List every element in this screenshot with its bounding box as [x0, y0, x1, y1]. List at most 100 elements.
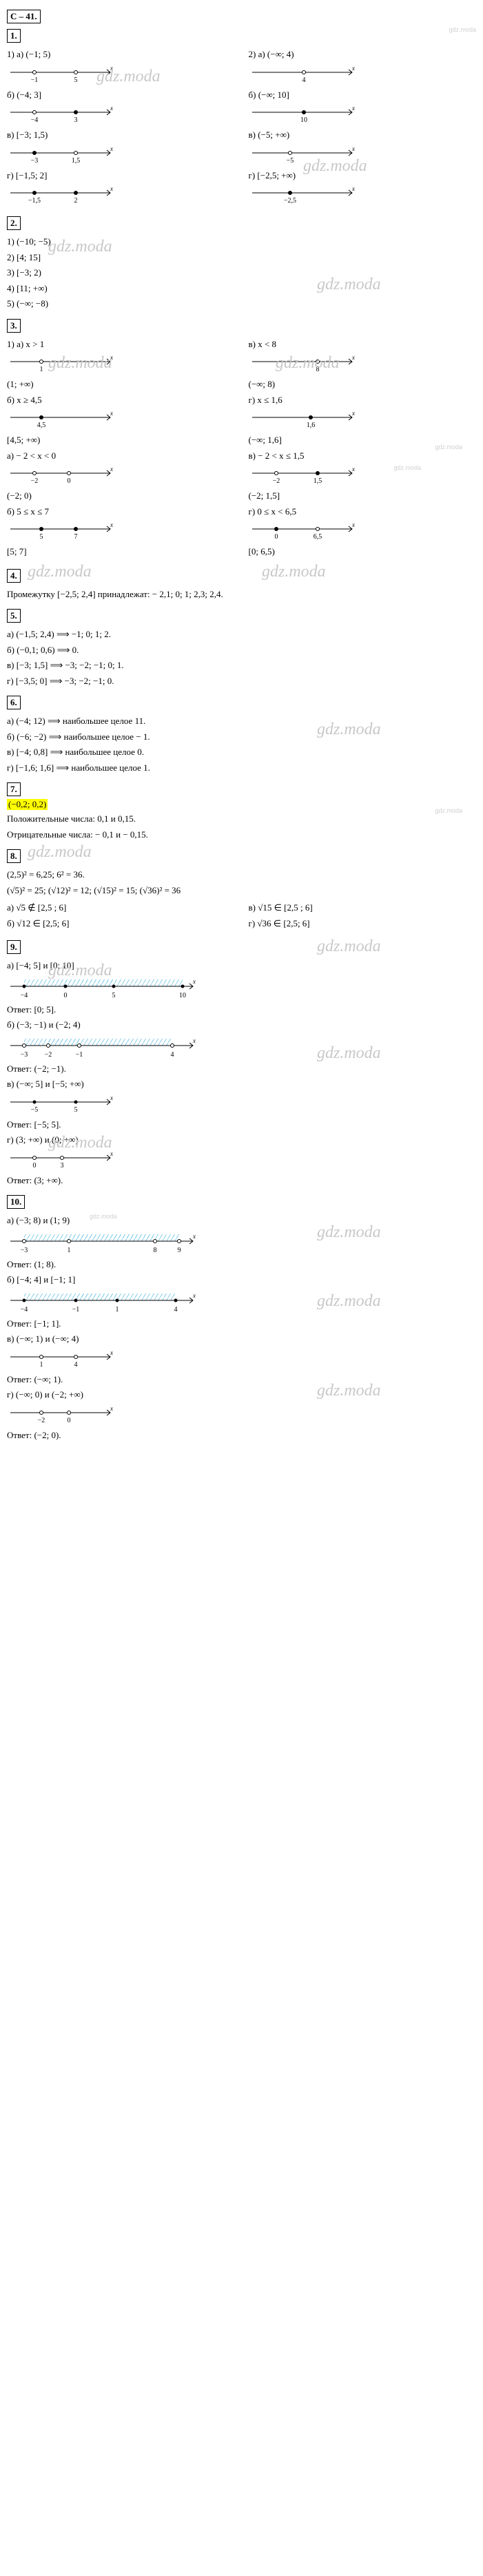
svg-text:−1: −1 — [76, 1051, 83, 1059]
p7-neg: Отрицательные числа: − 0,1 и − 0,15. — [7, 828, 483, 842]
p1-1d-label: г) [−1,5; 2] — [7, 169, 249, 183]
p6-b: б) (−6; −2) ⟹ наибольшее целое − 1. — [7, 730, 483, 744]
svg-text:4: 4 — [302, 76, 305, 84]
problem-4: 4. gdz.moda gdz.moda Промежутку [−2,5; 2… — [7, 566, 483, 601]
p3-2b-line: 1,6 x — [249, 411, 483, 431]
p3-1c-label: а) − 2 < x < 0 — [7, 449, 249, 463]
p10-a-answer: Ответ: (1; 8). — [7, 1258, 483, 1271]
p9-c-answer: Ответ: [−5; 5]. — [7, 1118, 483, 1132]
p9-c-label: в) (−∞; 5] и [−5; +∞) — [7, 1077, 483, 1091]
p1-1a-line: −15x — [7, 65, 249, 86]
svg-text:5: 5 — [112, 992, 116, 999]
p1-2c-line: −5x — [249, 146, 483, 167]
svg-text:x: x — [110, 1095, 113, 1101]
p5-c: в) [−3; 1,5] ⟹ −3; −2; −1; 0; 1. — [7, 658, 483, 672]
svg-text:1,5: 1,5 — [72, 157, 81, 165]
svg-text:4,5: 4,5 — [37, 422, 46, 429]
svg-text:8: 8 — [154, 1247, 157, 1254]
svg-text:x: x — [351, 146, 355, 152]
problem-7: 7. (−0,2; 0,2) Положительные числа: 0,1 … — [7, 780, 483, 841]
p1-1d-line: −1,52x — [7, 186, 249, 207]
svg-text:x: x — [110, 411, 113, 417]
p9-a-line: −40510x — [7, 977, 483, 1001]
p8-b: б) √12 ∈ [2,5; 6] — [7, 917, 249, 931]
svg-text:x: x — [351, 65, 355, 72]
p6-a: а) (−4; 12) ⟹ наибольшее целое 11. — [7, 714, 483, 728]
watermark: gdz.moda — [262, 563, 326, 581]
p3-num: 3. — [7, 319, 21, 333]
p1-2c-label: в) (−5; +∞) — [249, 128, 483, 142]
p3-2c-label: в) − 2 < x ≤ 1,5 — [249, 449, 483, 463]
p1-2d-line: −2,5x — [249, 186, 483, 207]
p2-num: 2. — [7, 216, 21, 230]
svg-text:−2: −2 — [272, 477, 280, 485]
p1-1c-line: −31,5x — [7, 146, 249, 167]
problem-2: 2. 1) (−10; −5) 2) [4; 15] gdz.moda 3) [… — [7, 214, 483, 311]
svg-text:1: 1 — [40, 366, 43, 373]
p3-1a-int: (1; +∞) — [7, 377, 249, 391]
svg-text:1: 1 — [40, 1361, 43, 1369]
svg-text:−2,5: −2,5 — [283, 197, 296, 205]
p3-1c-line: −20x — [7, 466, 249, 487]
p3-1d-int: [5; 7] — [7, 545, 249, 559]
p1-2b-label: б) (−∞; 10] — [249, 88, 483, 102]
svg-text:0: 0 — [68, 1417, 71, 1424]
p8-d: г) √36 ∈ [2,5; 6] — [249, 917, 483, 931]
svg-text:x: x — [351, 466, 355, 472]
svg-text:1,5: 1,5 — [313, 477, 322, 485]
p3-2d-int: [0; 6,5) — [249, 545, 483, 559]
p10-d-line: −2 0 x — [7, 1406, 483, 1426]
svg-text:−1: −1 — [31, 76, 39, 84]
p9-b-line: −3−2−14x — [7, 1036, 483, 1060]
p3-2c-int: (−2; 1,5] — [249, 489, 483, 503]
watermark-small: gdz.moda — [449, 26, 476, 33]
p3-1b-line: 4,5 x — [7, 411, 249, 431]
problem-6: 6. а) (−4; 12) ⟹ наибольшее целое 11. б)… — [7, 693, 483, 774]
svg-text:x: x — [110, 1350, 113, 1356]
p3-1a-line: 1x — [7, 355, 249, 375]
p2-1: 1) (−10; −5) — [7, 235, 483, 249]
svg-text:x: x — [110, 1406, 113, 1412]
p10-num: 10. — [7, 1195, 25, 1209]
svg-text:−1: −1 — [72, 1306, 80, 1313]
p3-1b-int: [4,5; +∞) — [7, 433, 249, 447]
svg-text:9: 9 — [178, 1247, 181, 1254]
p5-num: 5. — [7, 609, 21, 623]
p3-2b-label: г) x ≤ 1,6 — [249, 393, 483, 407]
p9-d-label: г) (3; +∞) и (0; +∞) — [7, 1133, 483, 1147]
svg-text:2: 2 — [74, 197, 78, 205]
problem-1: 1. gdz.moda 1) а) (−1; 5) −15x gdz.moda … — [7, 26, 483, 208]
problem-9: 9. gdz.moda а) [−4; 5] и [0; 10] gdz.mod… — [7, 937, 483, 1187]
svg-text:x: x — [192, 1037, 196, 1044]
svg-text:−3: −3 — [21, 1247, 28, 1254]
svg-text:x: x — [351, 411, 355, 417]
svg-text:7: 7 — [74, 533, 78, 541]
svg-text:0: 0 — [64, 992, 68, 999]
svg-text:4: 4 — [174, 1306, 178, 1313]
svg-text:4: 4 — [171, 1051, 174, 1059]
p3-1c-int: (−2; 0) — [7, 489, 249, 503]
svg-text:x: x — [110, 186, 113, 192]
svg-text:x: x — [351, 105, 355, 112]
svg-text:x: x — [110, 522, 113, 528]
p7-interval: (−0,2; 0,2) — [7, 799, 48, 810]
p8-line1: (2,5)² = 6,25; 6² = 36. — [7, 868, 483, 882]
p1-1b-label: б) (−4; 3] — [7, 88, 249, 102]
p9-a-answer: Ответ: [0; 5]. — [7, 1003, 483, 1017]
svg-text:x: x — [192, 978, 196, 985]
p6-c: в) [−4; 0,8] ⟹ наибольшее целое 0. — [7, 745, 483, 759]
svg-text:1: 1 — [116, 1306, 119, 1313]
p9-num: 9. — [7, 940, 21, 954]
p8-c: в) √15 ∈ [2,5 ; 6] — [249, 901, 483, 915]
svg-text:1,6: 1,6 — [306, 422, 315, 429]
svg-text:−2: −2 — [38, 1417, 45, 1424]
svg-text:6,5: 6,5 — [313, 533, 322, 541]
p5-a: а) (−1,5; 2,4) ⟹ −1; 0; 1; 2. — [7, 627, 483, 641]
svg-text:−3: −3 — [31, 157, 39, 165]
problem-8: 8. gdz.moda (2,5)² = 6,25; 6² = 36. (√5)… — [7, 846, 483, 932]
svg-text:x: x — [110, 466, 113, 472]
p10-b-answer: Ответ: [−1; 1]. — [7, 1317, 483, 1331]
problem-3: 3. 1) а) x > 1 1x gdz.moda (1; +∞) б) x … — [7, 316, 483, 561]
p9-d-answer: Ответ: (3; +∞). — [7, 1174, 483, 1187]
p1-2b-line: 10x — [249, 105, 483, 126]
